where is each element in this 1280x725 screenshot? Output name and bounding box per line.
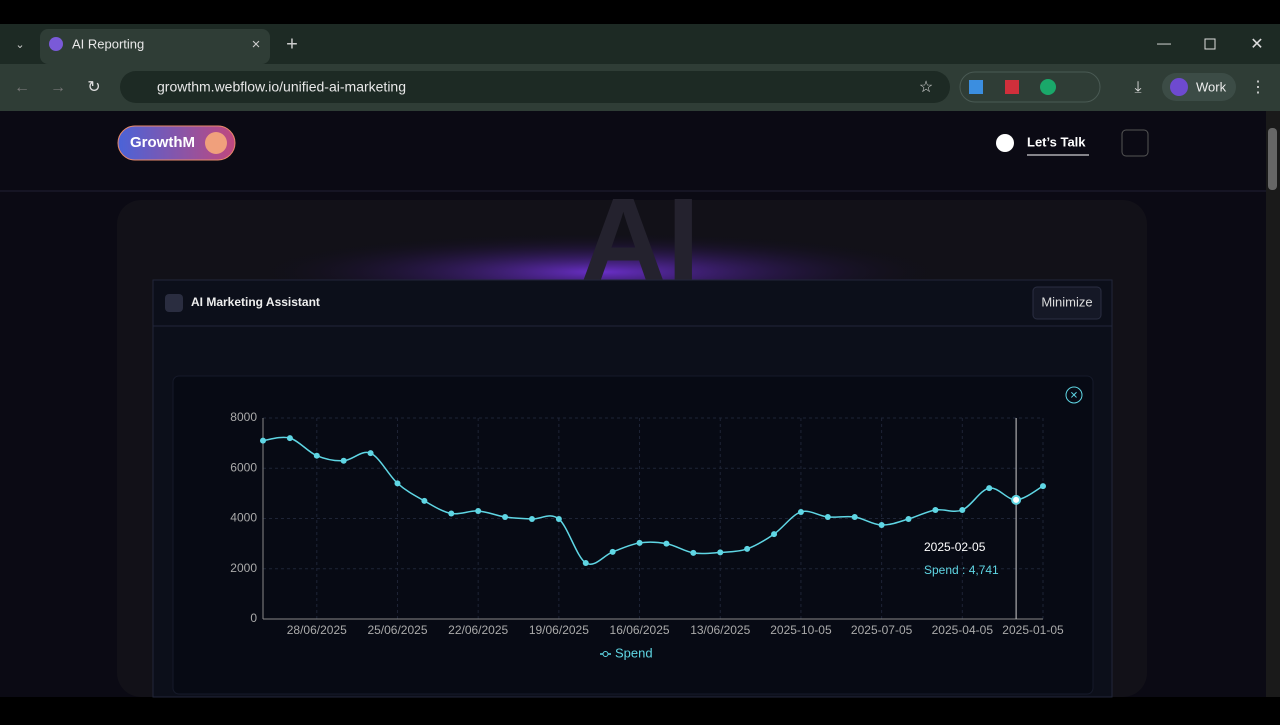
point bbox=[824, 513, 831, 520]
point bbox=[260, 437, 266, 444]
point bbox=[905, 516, 912, 523]
downloads[interactable]: ⤓ bbox=[1134, 79, 1141, 96]
point bbox=[663, 540, 670, 547]
extensions bbox=[959, 71, 1101, 103]
active-point bbox=[1011, 494, 1022, 505]
x-tick-label: 25/06/2025 bbox=[367, 623, 427, 637]
point bbox=[313, 452, 320, 459]
close-chart[interactable] bbox=[1065, 386, 1083, 404]
logo-mark bbox=[205, 132, 227, 154]
point bbox=[851, 513, 858, 520]
point bbox=[690, 549, 697, 556]
profile-avatar bbox=[1170, 78, 1188, 96]
point bbox=[797, 508, 804, 515]
tab-title[interactable]: AI Reporting bbox=[72, 36, 144, 51]
reload[interactable]: ↻ bbox=[87, 79, 100, 96]
chart-card bbox=[172, 375, 1094, 695]
glow bbox=[250, 200, 950, 280]
point bbox=[286, 435, 293, 442]
extension-icon[interactable] bbox=[969, 80, 983, 94]
point bbox=[340, 457, 347, 464]
x-tick-label: 2025-10-05 bbox=[770, 623, 832, 637]
point bbox=[771, 531, 778, 538]
point bbox=[986, 485, 993, 492]
y-tick-label: 6000 bbox=[230, 460, 257, 474]
close-chart-icon[interactable]: ✕ bbox=[1070, 391, 1078, 402]
tab-icon bbox=[49, 37, 63, 51]
panel-title: AI Marketing Assistant bbox=[191, 295, 320, 309]
cta[interactable]: Let’s Talk bbox=[1027, 134, 1086, 149]
menu[interactable]: ⋮ bbox=[1250, 79, 1266, 96]
point bbox=[367, 450, 374, 457]
point bbox=[421, 497, 428, 504]
point bbox=[502, 513, 509, 520]
point bbox=[609, 548, 616, 555]
tab[interactable] bbox=[40, 29, 270, 64]
point bbox=[717, 549, 724, 556]
point bbox=[744, 545, 751, 552]
point bbox=[959, 506, 966, 513]
bookmark[interactable]: ☆ bbox=[919, 79, 933, 96]
panel-icon bbox=[165, 294, 183, 312]
extension-icon[interactable] bbox=[1040, 79, 1056, 95]
close-window[interactable]: ✕ bbox=[1250, 36, 1263, 53]
chart: 0 2000 4000 6000 8000 28/06/2025 25/06/2025 22/… bbox=[230, 410, 1064, 660]
tab-close[interactable]: × bbox=[252, 36, 261, 53]
minimize-window[interactable]: — bbox=[1157, 35, 1171, 51]
point bbox=[878, 522, 885, 529]
point bbox=[555, 516, 562, 523]
y-tick-label: 4000 bbox=[230, 511, 257, 525]
x-tick-label: 2025-04-05 bbox=[932, 623, 994, 637]
x-tick-label: 13/06/2025 bbox=[690, 623, 750, 637]
extension-icon[interactable] bbox=[1005, 80, 1019, 94]
y-tick-label: 0 bbox=[250, 611, 257, 625]
y-tick-label: 8000 bbox=[230, 410, 257, 424]
point bbox=[528, 516, 535, 523]
menu-button[interactable] bbox=[1121, 129, 1149, 157]
legend-label: Spend bbox=[615, 645, 653, 660]
forward[interactable]: → bbox=[50, 79, 66, 96]
point bbox=[1040, 483, 1046, 490]
x-tick-label: 28/06/2025 bbox=[287, 623, 347, 637]
minimize-button[interactable] bbox=[1032, 286, 1102, 320]
url[interactable]: growthm.webflow.io/unified-ai-marketing bbox=[157, 79, 406, 95]
tooltip-value: Spend : 4,741 bbox=[924, 563, 999, 577]
restore-window[interactable] bbox=[1204, 38, 1216, 50]
new-tab[interactable]: + bbox=[286, 33, 298, 55]
scroll-thumb[interactable] bbox=[1268, 128, 1277, 190]
phone-icon bbox=[996, 134, 1014, 152]
x-tick-label: 2025-01-05 bbox=[1002, 623, 1064, 637]
y-tick-label: 2000 bbox=[230, 561, 257, 575]
point bbox=[394, 480, 401, 487]
scrollbar bbox=[1266, 111, 1280, 697]
profile-name[interactable]: Work bbox=[1196, 79, 1227, 94]
x-tick-label: 2025-07-05 bbox=[851, 623, 913, 637]
point bbox=[582, 559, 589, 566]
x-tick-label: 22/06/2025 bbox=[448, 623, 508, 637]
point bbox=[636, 539, 643, 546]
x-tick-label: 16/06/2025 bbox=[610, 623, 670, 637]
tab-menu[interactable]: ⌄ bbox=[15, 39, 24, 51]
back[interactable]: ← bbox=[14, 79, 30, 96]
tooltip-title: 2025-02-05 bbox=[924, 540, 986, 554]
point bbox=[932, 506, 939, 513]
point bbox=[475, 507, 482, 514]
minimize-label[interactable]: Minimize bbox=[1041, 294, 1092, 309]
point bbox=[448, 510, 455, 517]
address-bar[interactable] bbox=[120, 71, 950, 103]
legend-marker bbox=[602, 651, 609, 657]
x-tick-label: 19/06/2025 bbox=[529, 623, 589, 637]
logo[interactable] bbox=[117, 125, 236, 161]
logo-text[interactable]: GrowthM bbox=[130, 134, 195, 151]
